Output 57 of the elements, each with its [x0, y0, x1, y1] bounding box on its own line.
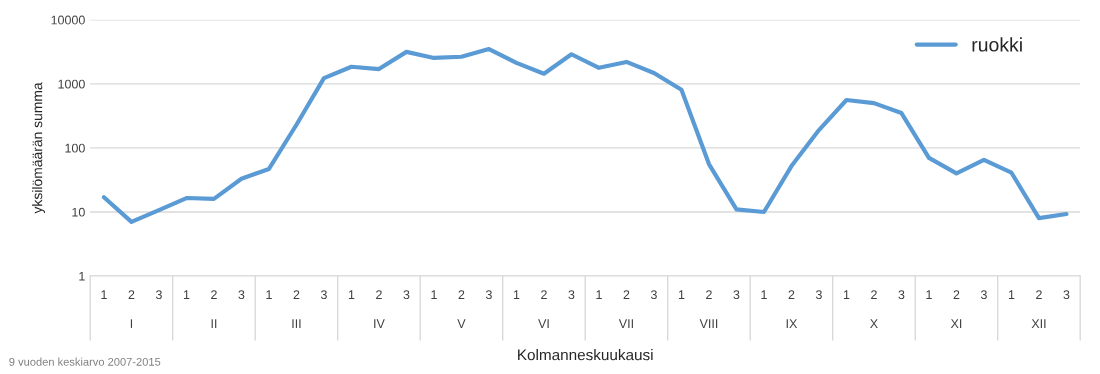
- y-tick-label: 1: [79, 271, 85, 281]
- y-tick-label: 1000: [58, 79, 85, 89]
- x-tick-label: 2: [541, 290, 547, 299]
- x-tick-label: 3: [898, 290, 905, 300]
- x-tick-label: 1: [843, 290, 850, 299]
- text: XII: [1031, 319, 1046, 328]
- text: V: [457, 319, 466, 328]
- text: IX: [786, 319, 798, 328]
- x-tick-label: 3: [403, 290, 410, 300]
- x-tick-label: 1: [513, 290, 520, 299]
- x-tick-label: 1: [926, 290, 932, 299]
- x-tick-label: 3: [815, 290, 822, 300]
- x-tick-label: 3: [980, 290, 987, 300]
- x-axis-title: Kolmanneskuukausi: [518, 349, 653, 361]
- x-tick-label: 1: [348, 290, 355, 299]
- x-tick-label: 1: [678, 290, 685, 299]
- x-tick-label: 2: [458, 290, 465, 299]
- x-tick-label: 2: [623, 290, 630, 299]
- x-tick-label: 3: [155, 290, 162, 300]
- x-tick-label: 2: [788, 290, 795, 299]
- x-tick-label: 1: [596, 290, 602, 299]
- x-tick-label: 2: [211, 290, 217, 299]
- y-tick-label: 10000: [51, 15, 85, 25]
- y-axis-title: yksilömäärän summa: [32, 82, 46, 214]
- text: III: [292, 319, 301, 328]
- x-tick-label: 2: [871, 290, 877, 299]
- legend-label: ruokki: [972, 37, 1022, 52]
- x-tick-label: 3: [733, 290, 740, 300]
- y-tick-label: 100: [65, 143, 85, 153]
- x-tick-label: 2: [128, 290, 135, 299]
- x-tick-label: 2: [1036, 290, 1042, 299]
- x-tick-label: 3: [238, 290, 245, 300]
- text: X: [870, 319, 878, 328]
- x-tick-label: 1: [183, 290, 190, 299]
- text: I: [130, 319, 133, 328]
- text: XI: [950, 319, 962, 328]
- x-tick-label: 3: [650, 290, 657, 300]
- x-tick-label: 3: [320, 290, 327, 300]
- x-tick-label: 1: [266, 290, 272, 299]
- x-tick-label: 3: [568, 290, 575, 300]
- x-tick-label: 1: [431, 290, 437, 299]
- x-tick-label: 3: [485, 290, 492, 300]
- x-tick-label: 2: [706, 290, 712, 299]
- x-tick-label: 2: [293, 290, 300, 299]
- x-tick-label: 1: [101, 290, 107, 299]
- x-tick-label: 3: [1063, 290, 1070, 300]
- text: VIII: [699, 319, 718, 328]
- x-tick-label: 2: [953, 290, 960, 299]
- text: II: [211, 319, 217, 328]
- y-tick-label: 10: [72, 207, 85, 217]
- x-tick-label: 2: [376, 290, 382, 299]
- text: VI: [538, 319, 549, 328]
- x-tick-label: 1: [1008, 290, 1015, 299]
- text: IV: [374, 319, 385, 328]
- x-tick-label: 1: [761, 290, 767, 299]
- text: VII: [618, 319, 633, 328]
- text: 9 vuoden keskiarvo 2007-2015: [9, 357, 161, 366]
